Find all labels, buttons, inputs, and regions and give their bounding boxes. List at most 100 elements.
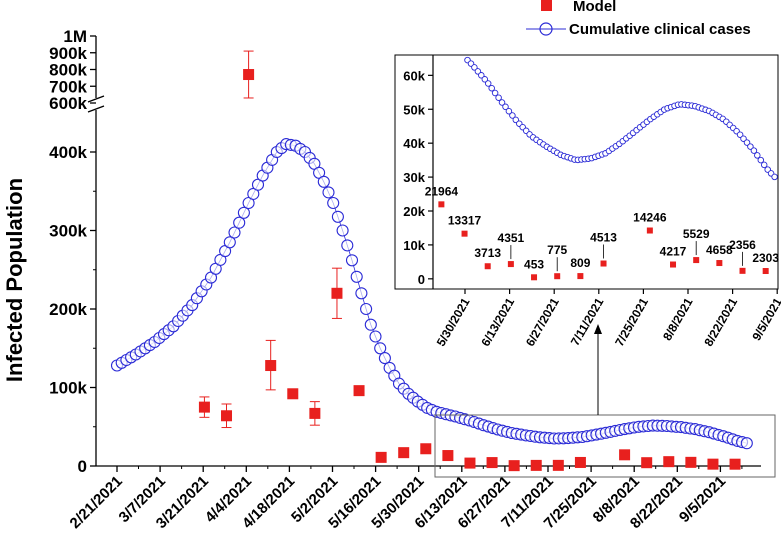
model-point — [375, 451, 387, 463]
inset-data-label: 809 — [570, 256, 590, 270]
inset-cases-point — [471, 64, 478, 71]
model-point — [641, 457, 653, 469]
inset-x-tick-label: 7/25/2021 — [612, 295, 651, 349]
inset-model-point — [646, 227, 653, 234]
zoom-region-box — [434, 414, 776, 478]
y-tick-label: 400k — [49, 143, 87, 162]
inset-model-point — [577, 273, 584, 280]
inset-data-label: 2356 — [729, 238, 756, 252]
model-point — [552, 459, 564, 471]
legend: Model Cumulative clinical cases — [526, 0, 751, 38]
model-point — [309, 407, 321, 419]
inset-model-point — [531, 274, 538, 281]
inset-data-label: 4351 — [498, 231, 525, 245]
model-point — [331, 287, 343, 299]
legend-model-label: Model — [573, 0, 616, 15]
cases-point — [341, 239, 354, 252]
zoom-arrow-head — [594, 324, 602, 334]
inset-data-label: 453 — [524, 257, 544, 271]
axis-break-mark — [87, 95, 105, 103]
inset-y-tick-label: 30k — [403, 170, 425, 185]
x-tick-label: 9/5/2021 — [676, 473, 729, 526]
inset-cases-point — [760, 161, 768, 169]
inset-data-label: 5529 — [683, 227, 710, 241]
inset-model-series — [438, 201, 769, 281]
cases-point — [327, 196, 340, 210]
inset-cases-point — [478, 72, 485, 79]
inset-cases-point — [771, 173, 778, 181]
inset-cases-point — [502, 103, 509, 111]
y-axis-label: Infected Population — [2, 178, 27, 382]
inset-x-tick-label: 9/5/2021 — [749, 295, 781, 343]
cases-point — [317, 175, 330, 188]
cases-point — [331, 210, 344, 223]
cases-point — [378, 352, 391, 365]
model-point — [265, 360, 277, 372]
inset-cases-series — [464, 56, 778, 181]
y-tick-label: 600k — [49, 94, 87, 113]
inset-cases-point — [750, 147, 758, 154]
inset-x-tick-label: 8/22/2021 — [701, 295, 740, 349]
model-point — [420, 443, 432, 455]
inset-model-point — [554, 273, 561, 280]
inset-cases-point — [754, 152, 761, 159]
inset-x-tick-label: 5/30/2021 — [434, 295, 473, 349]
cases-point — [228, 226, 241, 239]
inset-model-point — [739, 267, 746, 274]
inset-y-tick-label: 40k — [403, 136, 425, 151]
legend-cases-label: Cumulative clinical cases — [569, 21, 751, 38]
model-point — [353, 385, 365, 397]
model-point — [729, 458, 741, 470]
inset-model-point — [484, 263, 491, 270]
inset-cases-point — [509, 112, 516, 119]
model-point — [707, 458, 719, 470]
inset-x-tick-label: 6/27/2021 — [523, 295, 562, 349]
cases-point — [237, 206, 250, 219]
model-point — [198, 401, 210, 413]
legend-cases-marker — [539, 22, 553, 36]
inset-model-point — [716, 260, 723, 267]
inset-data-label: 21964 — [425, 184, 459, 198]
inset-data-label: 2303 — [752, 251, 779, 265]
axis-break-mark — [87, 105, 105, 113]
inset-x-tick-label: 6/13/2021 — [478, 295, 517, 349]
inset-cases-point — [495, 94, 502, 101]
model-point — [685, 456, 697, 468]
y-tick-label: 700k — [49, 77, 87, 96]
model-point — [221, 410, 233, 422]
inset-data-label: 4658 — [706, 243, 733, 257]
cases-series — [110, 138, 753, 450]
cases-point — [322, 186, 335, 199]
model-point — [398, 447, 410, 459]
y-tick-label: 200k — [49, 300, 87, 319]
cases-point — [374, 342, 387, 355]
inset-data-label: 13317 — [448, 214, 482, 228]
inset-x-tick-label: 7/11/2021 — [568, 295, 607, 348]
inset-cases-point — [740, 135, 747, 142]
inset-cases-point — [498, 99, 506, 106]
inset-data-label: 4217 — [660, 245, 687, 259]
model-series — [198, 50, 741, 472]
inset-y-tick-label: 60k — [403, 68, 425, 83]
cases-point — [345, 254, 359, 267]
cases-point — [364, 318, 377, 331]
inset-y-tick-label: 10k — [403, 238, 425, 253]
cases-point — [223, 236, 236, 249]
cases-point — [233, 216, 246, 229]
y-tick-label: 100k — [49, 379, 87, 398]
inset-data-label: 14246 — [633, 211, 667, 225]
inset-cases-point — [747, 143, 754, 150]
inset-x-tick-label: 8/8/2021 — [660, 295, 696, 343]
inset-model-point — [438, 201, 445, 208]
y-tick-label: 0 — [78, 457, 87, 476]
inset-cases-point — [491, 89, 499, 97]
cases-point — [350, 270, 363, 283]
inset-cases-point — [481, 76, 489, 83]
cases-point — [740, 437, 753, 450]
inset-frame — [394, 54, 779, 290]
inset-cases-point — [757, 156, 765, 164]
inset-cases-point — [505, 107, 513, 115]
inset-y-tick-label: 0 — [418, 272, 425, 287]
model-point — [464, 457, 476, 469]
